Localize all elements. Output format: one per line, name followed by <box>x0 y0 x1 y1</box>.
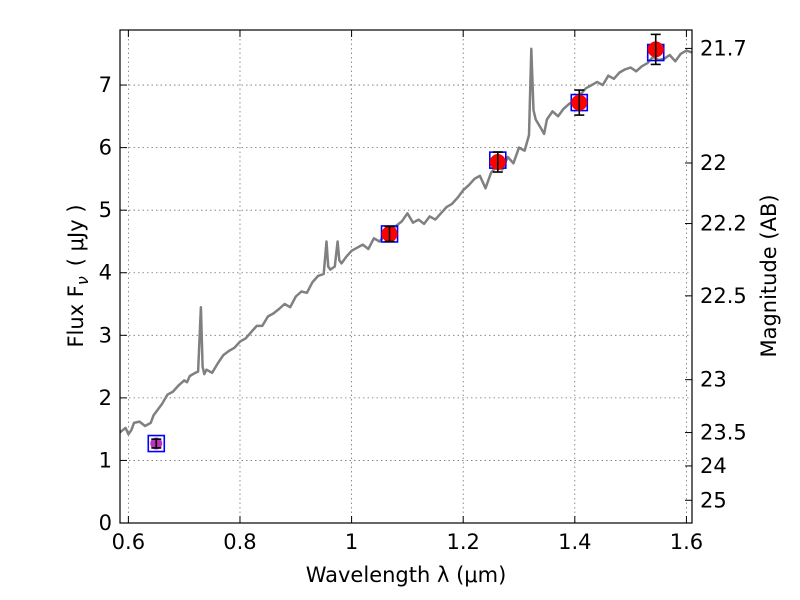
axis-ticks: 0.6 0.8 1 1.2 1.4 1.60123456721.72222.222.523… <box>99 30 747 554</box>
x-tick-label: 1.6 <box>670 530 703 554</box>
y-axis-label: Flux Fν ( μJy ) <box>64 204 92 347</box>
y-tick-label: 2 <box>99 386 112 410</box>
right-tick-label: 25 <box>700 488 727 512</box>
x-tick-label: 0.8 <box>223 530 256 554</box>
y-axis-label-main: Flux F <box>64 285 88 347</box>
y-tick-label: 4 <box>99 261 112 285</box>
model-photometry-square <box>147 434 166 453</box>
y-tick-label: 1 <box>99 448 112 472</box>
right-tick-label: 22.5 <box>700 284 747 308</box>
y-tick-label: 7 <box>99 73 112 97</box>
data-markers <box>147 33 665 453</box>
grid-lines <box>120 30 692 524</box>
right-tick-label: 24 <box>700 454 727 478</box>
right-axis-label: Magnitude (AB) <box>757 194 781 357</box>
right-tick-label: 21.7 <box>700 36 747 60</box>
x-tick-label: 1 <box>345 530 358 554</box>
plot-frame <box>119 29 693 524</box>
x-tick-label: 0.6 <box>112 530 145 554</box>
right-tick-label: 23.5 <box>700 421 747 445</box>
right-tick-label: 23 <box>700 368 727 392</box>
y-axis-label-unit: ( μJy ) <box>64 204 88 266</box>
y-axis-label-subscript: ν <box>73 276 92 285</box>
spectrum-line <box>119 47 693 436</box>
right-tick-label: 22 <box>700 151 727 175</box>
x-tick-label: 1.2 <box>446 530 479 554</box>
right-tick-label: 22.2 <box>700 212 747 236</box>
y-tick-label: 5 <box>99 198 112 222</box>
x-axis-label: Wavelength λ (μm) <box>306 563 507 587</box>
x-tick-label: 1.4 <box>558 530 591 554</box>
y-tick-label: 6 <box>99 136 112 160</box>
y-tick-label: 3 <box>99 323 112 347</box>
y-tick-label: 0 <box>99 511 112 535</box>
